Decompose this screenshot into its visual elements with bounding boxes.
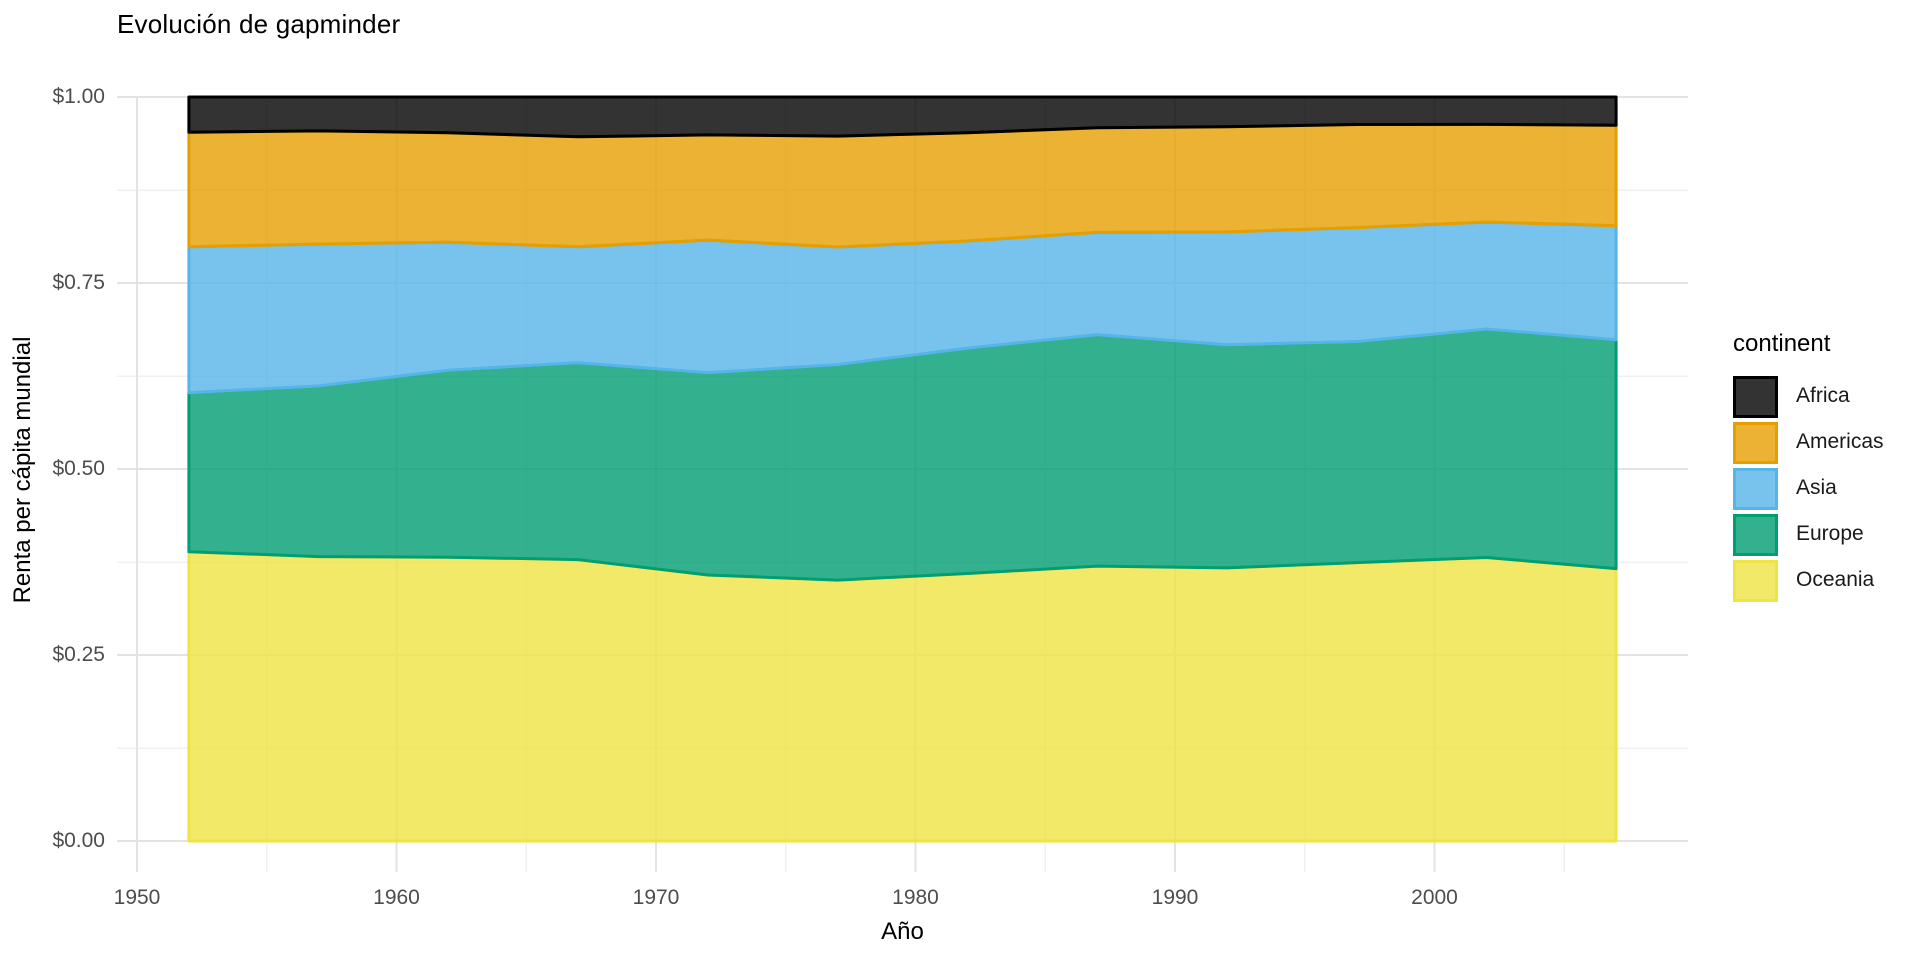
- legend-key-swatch: [1733, 376, 1778, 418]
- x-tick-label-1960: 1960: [373, 886, 420, 909]
- y-tick-label-$0.25: $0.25: [52, 643, 105, 666]
- chart-title: Evolución de gapminder: [117, 9, 401, 39]
- legend-key-swatch: [1733, 422, 1778, 465]
- area-oceania: [187, 550, 1618, 843]
- legend-label: Asia: [1796, 476, 1837, 500]
- legend-key-swatch: [1733, 560, 1778, 603]
- x-tick-label-1980: 1980: [892, 886, 939, 909]
- legend-label: Oceania: [1796, 568, 1875, 592]
- x-axis-title: Año: [881, 918, 924, 945]
- legend-label: Africa: [1796, 384, 1850, 407]
- x-tick-label-2000: 2000: [1411, 886, 1458, 909]
- legend-title: continent: [1733, 330, 1831, 357]
- y-tick-label-$1.00: $1.00: [52, 85, 105, 108]
- x-tick-label-1950: 1950: [113, 886, 161, 909]
- legend-label: Europe: [1796, 522, 1864, 546]
- legend-key-swatch: [1733, 514, 1778, 557]
- area-africa: [187, 95, 1618, 139]
- legend-key-swatch: [1733, 468, 1778, 511]
- y-tick-label-$0.00: $0.00: [52, 829, 105, 852]
- legend-label: Americas: [1796, 430, 1884, 454]
- x-tick-label-1970: 1970: [632, 886, 680, 909]
- x-tick-label-1990: 1990: [1151, 886, 1199, 909]
- y-tick-label-$0.50: $0.50: [52, 457, 105, 480]
- y-tick-label-$0.75: $0.75: [52, 271, 105, 294]
